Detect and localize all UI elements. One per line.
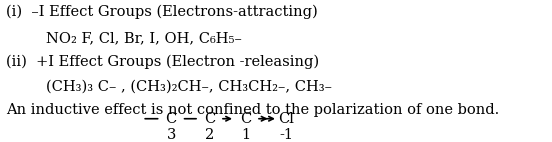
Text: NO₂ F, Cl, Br, I, OH, C₆H₅–: NO₂ F, Cl, Br, I, OH, C₆H₅– [46, 31, 242, 45]
Text: C: C [204, 112, 215, 126]
Text: C: C [240, 112, 251, 126]
Text: 3: 3 [166, 128, 176, 142]
Text: C: C [166, 112, 177, 126]
Text: (ii)  +I Effect Groups (Electron -releasing): (ii) +I Effect Groups (Electron -releasi… [7, 54, 320, 69]
Text: 2: 2 [205, 128, 214, 142]
Text: An inductive effect is not confined to the polarization of one bond.: An inductive effect is not confined to t… [7, 103, 500, 117]
Text: 1: 1 [241, 128, 250, 142]
Text: -1: -1 [279, 128, 293, 142]
Text: (i)  –I Effect Groups (Electrons-attracting): (i) –I Effect Groups (Electrons-attracti… [7, 5, 318, 19]
Text: Cl: Cl [278, 112, 294, 126]
Text: (CH₃)₃ C– , (CH₃)₂CH–, CH₃CH₂–, CH₃–: (CH₃)₃ C– , (CH₃)₂CH–, CH₃CH₂–, CH₃– [46, 80, 332, 94]
